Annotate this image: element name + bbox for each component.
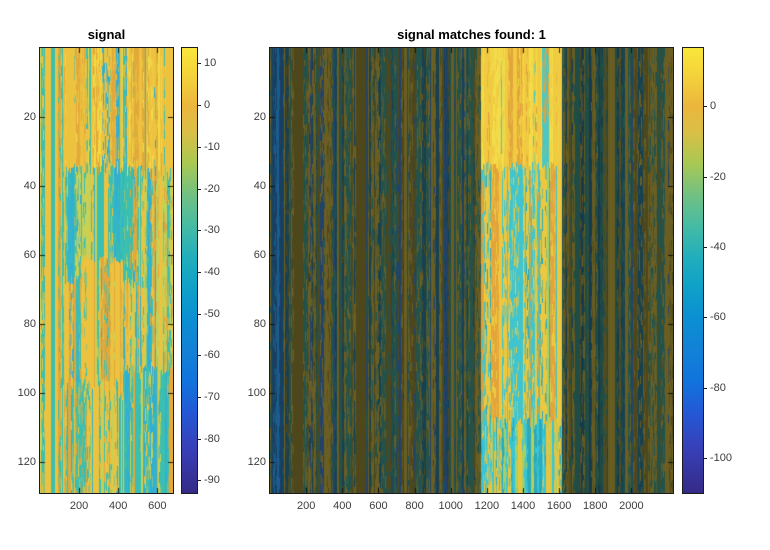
right-colorbar-tick-label: -40 xyxy=(710,240,726,253)
right-colorbar[interactable] xyxy=(682,47,704,494)
left-heatmap-canvas[interactable] xyxy=(40,48,173,493)
left-colorbar-tickmark xyxy=(197,230,201,231)
right-y-tick-label: 60 xyxy=(253,248,266,261)
right-y-tick-label: 80 xyxy=(253,317,266,330)
right-y-tick-label: 20 xyxy=(253,110,266,123)
left-colorbar-tick-label: 10 xyxy=(204,57,217,70)
right-y-tick-label: 100 xyxy=(247,386,266,399)
right-colorbar-tick-label: 0 xyxy=(710,100,717,113)
right-colorbar-tickmark xyxy=(703,177,707,178)
right-colorbar-tickmark xyxy=(703,317,707,318)
left-x-tick-label: 200 xyxy=(69,500,89,512)
left-y-tick-label: 120 xyxy=(17,455,36,468)
right-x-tick-label: 1800 xyxy=(583,500,608,512)
right-colorbar-tick-label: -20 xyxy=(710,170,726,183)
left-colorbar-tick-label: -60 xyxy=(204,349,220,362)
right-plot-title: signal matches found: 1 xyxy=(397,27,546,42)
right-colorbar-tickmark xyxy=(703,388,707,389)
right-x-tick-label: 1600 xyxy=(546,500,572,512)
left-y-tick-label: 40 xyxy=(23,179,36,192)
left-colorbar-tick-label: -50 xyxy=(204,307,220,320)
right-colorbar-tick-label: -60 xyxy=(710,311,726,324)
left-colorbar-tick-label: -80 xyxy=(204,432,220,445)
left-colorbar-tick-label: -40 xyxy=(204,265,220,278)
right-x-tick-label: 1400 xyxy=(510,500,536,512)
right-heatmap-axes[interactable] xyxy=(269,47,674,494)
left-colorbar-tick-label: 0 xyxy=(204,99,211,112)
left-heatmap-axes[interactable] xyxy=(39,47,174,494)
right-colorbar-tickmark xyxy=(703,247,707,248)
left-x-tick-label: 600 xyxy=(148,500,167,512)
left-colorbar-tickmark xyxy=(197,272,201,273)
right-x-tick-label: 800 xyxy=(405,500,424,512)
left-colorbar-tickmark xyxy=(197,355,201,356)
right-x-tick-label: 400 xyxy=(333,500,352,512)
left-colorbar-tickmark xyxy=(197,147,201,148)
left-y-tick-label: 20 xyxy=(23,110,36,123)
left-x-tick-label: 400 xyxy=(109,500,128,512)
right-colorbar-tickmark xyxy=(703,458,707,459)
left-colorbar-tick-label: -90 xyxy=(204,474,220,487)
left-colorbar-tickmark xyxy=(197,105,201,106)
right-y-tick-label: 120 xyxy=(247,455,266,468)
left-colorbar-tickmark xyxy=(197,480,201,481)
right-colorbar-tick-label: -100 xyxy=(710,451,733,464)
left-colorbar-tick-label: -30 xyxy=(204,224,220,237)
left-colorbar-tick-label: -10 xyxy=(204,140,220,153)
left-y-tick-label: 100 xyxy=(17,386,36,399)
left-colorbar[interactable] xyxy=(181,47,198,494)
left-colorbar-tickmark xyxy=(197,439,201,440)
right-colorbar-tickmark xyxy=(703,106,707,107)
right-y-tick-label: 40 xyxy=(253,179,266,192)
left-colorbar-tickmark xyxy=(197,189,201,190)
left-colorbar-tickmark xyxy=(197,314,201,315)
left-plot-title: signal xyxy=(87,27,126,42)
left-colorbar-tick-label: -70 xyxy=(204,391,220,404)
right-x-tick-label: 1200 xyxy=(474,500,500,512)
right-x-tick-label: 600 xyxy=(369,500,388,512)
left-colorbar-tickmark xyxy=(197,397,201,398)
left-colorbar-tickmark xyxy=(197,63,201,64)
right-heatmap-canvas[interactable] xyxy=(270,48,673,493)
left-colorbar-tick-label: -20 xyxy=(204,182,220,195)
right-x-tick-label: 200 xyxy=(296,500,316,512)
right-colorbar-tick-label: -80 xyxy=(710,381,726,394)
left-y-tick-label: 60 xyxy=(23,248,36,261)
left-y-tick-label: 80 xyxy=(23,317,36,330)
right-x-tick-label: 1000 xyxy=(438,500,463,512)
right-x-tick-label: 2000 xyxy=(619,500,644,512)
